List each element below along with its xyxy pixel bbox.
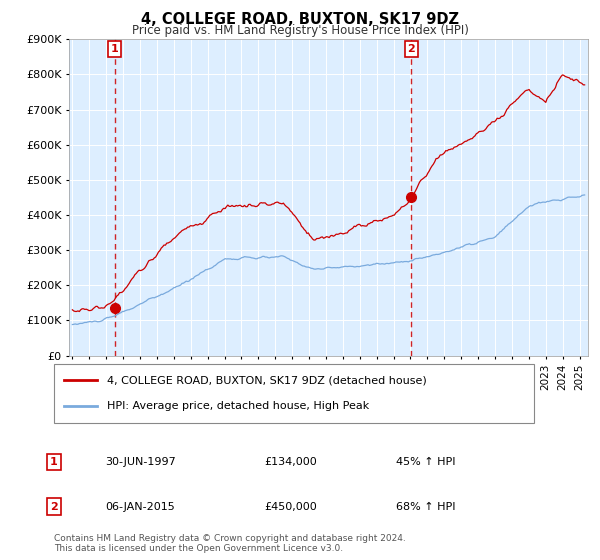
Text: HPI: Average price, detached house, High Peak: HPI: Average price, detached house, High… [107,402,369,412]
Text: 45% ↑ HPI: 45% ↑ HPI [396,457,455,467]
Text: 06-JAN-2015: 06-JAN-2015 [105,502,175,512]
FancyBboxPatch shape [54,364,534,423]
Text: 1: 1 [50,457,58,467]
Text: £450,000: £450,000 [264,502,317,512]
Text: 2: 2 [50,502,58,512]
Text: 4, COLLEGE ROAD, BUXTON, SK17 9DZ: 4, COLLEGE ROAD, BUXTON, SK17 9DZ [141,12,459,27]
Text: 4, COLLEGE ROAD, BUXTON, SK17 9DZ (detached house): 4, COLLEGE ROAD, BUXTON, SK17 9DZ (detac… [107,375,427,385]
Text: 2: 2 [407,44,415,54]
Text: £134,000: £134,000 [264,457,317,467]
Text: 1: 1 [111,44,119,54]
Text: Contains HM Land Registry data © Crown copyright and database right 2024.
This d: Contains HM Land Registry data © Crown c… [54,534,406,553]
Text: Price paid vs. HM Land Registry's House Price Index (HPI): Price paid vs. HM Land Registry's House … [131,24,469,36]
Text: 30-JUN-1997: 30-JUN-1997 [105,457,176,467]
Text: 68% ↑ HPI: 68% ↑ HPI [396,502,455,512]
